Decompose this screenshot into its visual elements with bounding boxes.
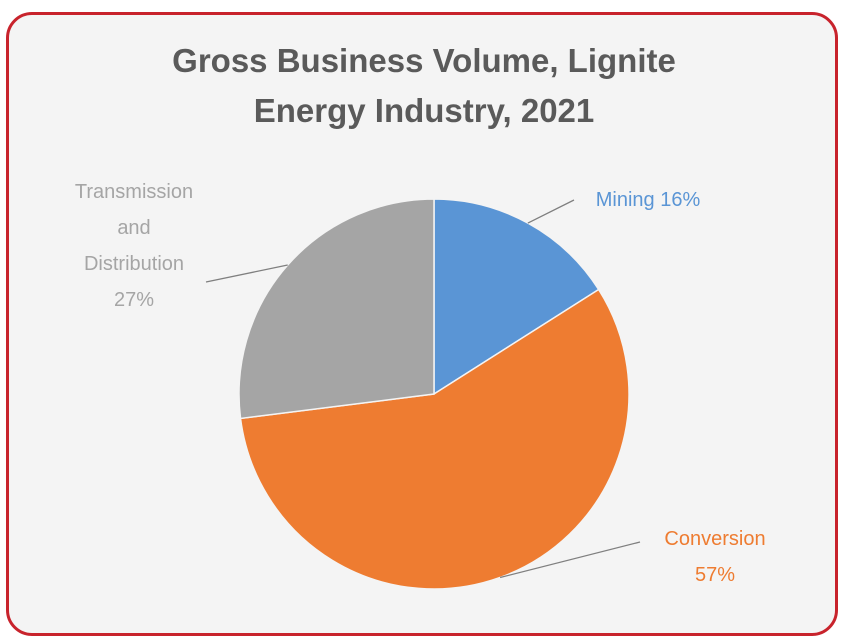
- pie-slice-transmission-and-distribution: [238, 198, 435, 420]
- chart-title-line-2: Energy Industry, 2021: [253, 92, 595, 129]
- label-mining: Mining 16%: [596, 189, 701, 211]
- chart-title-line-1: Gross Business Volume, Lignite: [172, 42, 676, 79]
- pie-slice-mining: [433, 198, 600, 396]
- label-conversion-name: Conversion: [664, 528, 765, 550]
- label-transmission-line-1: Transmission: [75, 181, 193, 203]
- label-transmission-line-2: and: [117, 217, 150, 239]
- leader-line-mining: [527, 199, 575, 224]
- label-transmission-line-3: Distribution: [84, 253, 184, 275]
- label-transmission-line-4: 27%: [114, 289, 154, 311]
- leader-line-conversion: [499, 541, 641, 579]
- leader-line-transmission: [205, 264, 288, 283]
- label-conversion-value: 57%: [695, 564, 735, 586]
- pie-slice-conversion: [239, 288, 630, 590]
- chart-title: Gross Business Volume, Lignite Energy In…: [0, 36, 848, 136]
